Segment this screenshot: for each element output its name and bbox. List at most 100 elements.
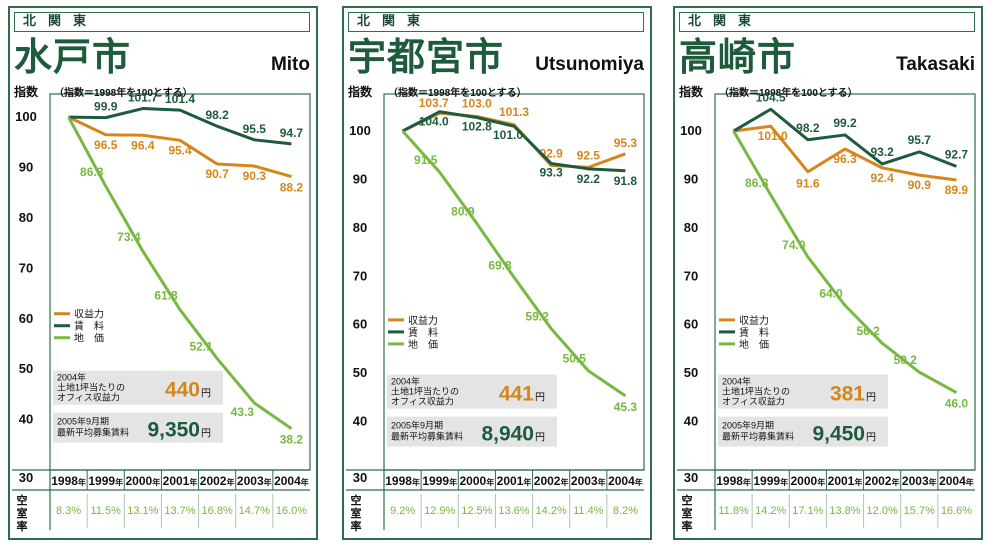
info-box-line: 2005年9月期: [722, 420, 774, 431]
data-label-land: 56.2: [856, 324, 880, 338]
vacancy-axis-label: 率: [682, 519, 693, 533]
vacancy-axis-label: 空: [351, 493, 362, 507]
y-tick-label: 50: [19, 361, 33, 376]
data-label-revenue: 92.4: [870, 171, 894, 185]
info-box-revenue: [718, 374, 888, 409]
vacancy-value: 8.2%: [613, 505, 638, 517]
data-label-revenue: 92.5: [577, 148, 601, 162]
data-label-land: 45.3: [614, 400, 638, 414]
y-tick-label: 70: [353, 268, 367, 283]
chart-panel-takasaki: 北関東 高崎市 Takasaki 指数 （指数＝1998年を100とする） 100 9…: [673, 6, 983, 540]
vacancy-value: 12.0%: [867, 505, 898, 517]
legend-label-rent: 賃 料: [739, 326, 769, 339]
data-label-rent: 92.2: [577, 172, 601, 186]
data-label-revenue: 90.7: [205, 167, 229, 181]
legend-label-revenue: 収益力: [739, 314, 769, 327]
y-tick-label: 100: [680, 123, 702, 138]
info-box-rent-value: 9,350: [147, 419, 200, 442]
data-label-revenue: 103.7: [419, 96, 449, 110]
city-name-ja: 高崎市: [679, 35, 797, 79]
index-axis-label: 指数: [348, 84, 373, 99]
info-box-line: オフィス収益力: [722, 396, 785, 407]
x-tick-label: 1998年: [51, 474, 86, 488]
series-line-land: [732, 130, 958, 394]
info-box-revenue-value: 381: [830, 383, 865, 406]
city-name-en: Utsunomiya: [535, 54, 644, 75]
vacancy-axis-label: 空: [17, 493, 28, 507]
y-tick-label: 50: [684, 365, 698, 380]
series-line-rent: [732, 107, 957, 168]
data-label-land: 74.0: [782, 238, 806, 252]
info-box-revenue: [53, 370, 223, 405]
info-box-line: 2004年: [722, 376, 751, 387]
x-tick-label: 2001年: [828, 474, 863, 488]
data-label-land: 91.5: [414, 153, 438, 167]
index-note: （指数＝1998年を100とする）: [388, 86, 527, 99]
y-tick-label: 100: [349, 123, 371, 138]
x-tick-label: 2002年: [534, 474, 569, 488]
x-tick-label: 1999年: [422, 474, 457, 488]
y-tick-label: 50: [353, 365, 367, 380]
info-box-rent: [718, 416, 888, 447]
vacancy-value: 16.6%: [941, 505, 972, 517]
line-chart-mito: 指数 （指数＝1998年を100とする） 100 90 80 70 60 50 40 30 1998…: [12, 84, 311, 533]
data-label-rent: 98.2: [796, 121, 820, 135]
vacancy-value: 15.7%: [904, 505, 935, 517]
x-tick-label: 1999年: [88, 474, 123, 488]
info-box-revenue-value: 440: [165, 379, 200, 402]
y-tick-label: 30: [684, 470, 698, 485]
vacancy-axis-label: 率: [351, 519, 362, 533]
vacancy-axis-label: 率: [17, 519, 28, 533]
yen-unit: 円: [201, 389, 211, 400]
data-label-land: 50.5: [563, 352, 587, 366]
index-note: （指数＝1998年を100とする）: [54, 86, 193, 99]
vacancy-value: 11.4%: [573, 505, 604, 517]
series-line-rent: [401, 110, 626, 173]
data-label-revenue: 96.4: [131, 138, 155, 152]
yen-unit: 円: [535, 393, 545, 404]
vacancy-value: 11.5%: [91, 505, 122, 517]
plot-frame: [383, 93, 645, 471]
series-line-land: [401, 130, 627, 398]
y-tick-label: 60: [19, 311, 33, 326]
x-tick-label: 1998年: [716, 474, 751, 488]
data-label-land: 59.2: [525, 310, 549, 324]
city-name-ja: 水戸市: [14, 35, 132, 79]
data-label-revenue: 90.3: [243, 169, 267, 183]
y-tick-label: 70: [684, 268, 698, 283]
legend-label-land: 地 価: [74, 332, 104, 345]
chart-panel-utsunomiya: 北関東 宇都宮市 Utsunomiya 指数 （指数＝1998年を100とする） 1…: [342, 6, 652, 540]
x-tick-label: 2002年: [865, 474, 900, 488]
data-label-land: 43.3: [231, 405, 255, 419]
x-tick-label: 2004年: [274, 474, 309, 488]
data-label-rent: 104.5: [756, 90, 786, 104]
x-tick-label: 1998年: [385, 474, 420, 488]
info-box-revenue: [387, 374, 557, 409]
index-note: （指数＝1998年を100とする）: [719, 86, 858, 99]
vacancy-value: 16.0%: [276, 505, 307, 517]
vacancy-value: 13.7%: [164, 505, 195, 517]
y-tick-label: 60: [353, 317, 367, 332]
region-label: 北関東: [14, 12, 310, 32]
line-chart-takasaki: 指数 （指数＝1998年を100とする） 100 90 80 70 60 50 40 30 1998…: [677, 84, 976, 533]
y-tick-label: 70: [19, 260, 33, 275]
series-line-revenue: [733, 124, 957, 182]
data-label-revenue: 96.5: [94, 138, 118, 152]
vacancy-value: 11.8%: [718, 505, 749, 517]
x-tick-label: 2003年: [571, 474, 606, 488]
data-label-revenue: 91.6: [796, 177, 820, 191]
y-tick-label: 30: [19, 470, 33, 485]
info-box-line: 最新平均募集賃料: [391, 431, 463, 442]
data-label-revenue: 89.9: [945, 183, 969, 197]
data-label-rent: 93.2: [870, 145, 894, 159]
legend-label-revenue: 収益力: [408, 314, 438, 327]
city-name-en: Mito: [270, 54, 310, 75]
x-tick-label: 2000年: [460, 474, 495, 488]
data-label-land: 86.8: [745, 176, 769, 190]
data-label-land: 80.9: [451, 205, 475, 219]
data-label-rent: 104.0: [419, 115, 449, 129]
vacancy-value: 9.2%: [390, 505, 415, 517]
x-tick-label: 1999年: [753, 474, 788, 488]
info-box-line: 土地1坪当たりの: [722, 386, 790, 397]
x-tick-label: 2003年: [237, 474, 272, 488]
